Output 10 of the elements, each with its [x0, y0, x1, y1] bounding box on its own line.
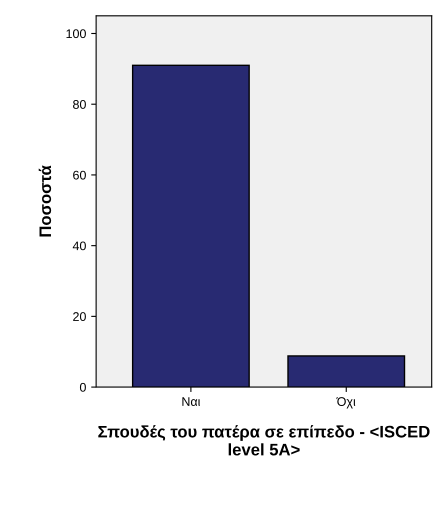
y-axis-title: Ποσοστά	[38, 165, 52, 237]
y-tick-label: 40	[72, 241, 86, 250]
x-tick-label: Ναι	[182, 397, 200, 406]
y-tick-label: 20	[73, 312, 86, 322]
y-tick-label: 60	[73, 170, 86, 180]
y-tick-label: 100	[66, 29, 86, 38]
y-tick-label: 80	[73, 100, 86, 109]
y-tick-label: 0	[80, 382, 86, 392]
x-axis-title: Σπουδές του πατέρα σε επίπεδο - <ISCED level 5A>	[98, 425, 430, 456]
x-tick-label: Όχι	[336, 397, 356, 408]
